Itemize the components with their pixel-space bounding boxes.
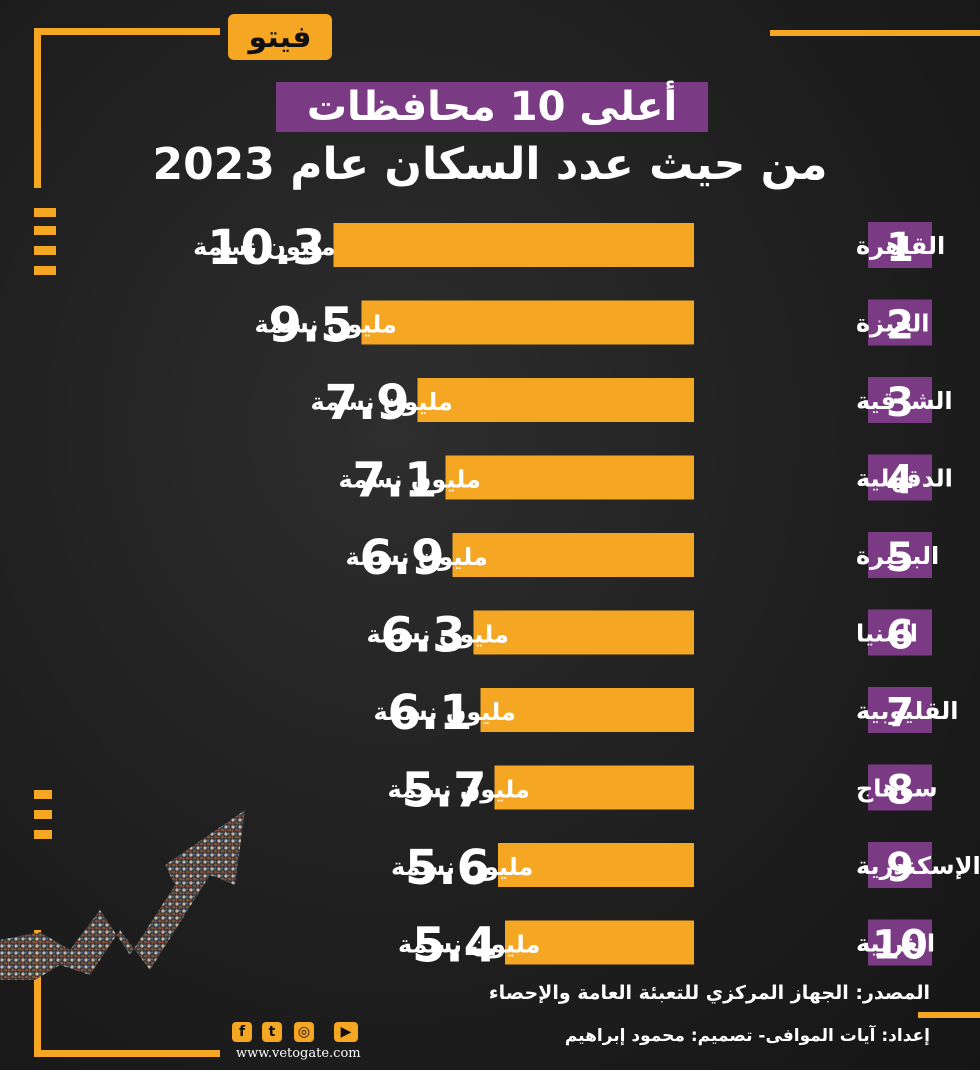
rank-badge bbox=[868, 222, 932, 268]
rank-badge bbox=[868, 377, 932, 423]
credit-note: إعداد: آيات الموافى- تصميم: محمود إبراهي… bbox=[564, 1026, 930, 1046]
bar bbox=[417, 378, 694, 422]
crowd-arrow-illustration bbox=[0, 810, 245, 980]
bar bbox=[505, 920, 694, 965]
bar bbox=[480, 688, 694, 732]
rank-number: 10 bbox=[872, 923, 928, 969]
unit-label: مليون نسمة bbox=[338, 466, 480, 494]
rank-badge bbox=[868, 919, 932, 966]
rank-number: 8 bbox=[886, 768, 914, 814]
frame-top-line bbox=[34, 28, 220, 35]
facebook-icon[interactable]: f bbox=[232, 1022, 252, 1042]
website-link[interactable]: www.vetogate.com bbox=[236, 1046, 361, 1061]
unit-label: مليون نسمة bbox=[193, 233, 335, 261]
value-label: 6.1 bbox=[387, 685, 472, 741]
rank-number: 1 bbox=[886, 225, 914, 271]
unit-label: مليون نسمة bbox=[254, 311, 396, 339]
rank-number: 6 bbox=[886, 613, 914, 659]
frame-tick bbox=[34, 810, 52, 819]
value-label: 9.5 bbox=[268, 298, 353, 354]
value-label: 7.9 bbox=[324, 375, 409, 431]
governorate-label: سوهاج bbox=[856, 775, 938, 803]
bar bbox=[498, 843, 694, 887]
value-label: 5.6 bbox=[405, 840, 490, 896]
rank-number: 4 bbox=[886, 458, 914, 504]
logo-text: فيتو bbox=[248, 19, 312, 55]
governorate-label: الشرقية bbox=[856, 387, 953, 415]
frame-tick bbox=[34, 208, 56, 217]
governorate-label: القليوبية bbox=[856, 697, 959, 725]
value-label: 6.3 bbox=[380, 608, 465, 664]
rank-badge bbox=[868, 842, 932, 888]
unit-label: مليون نسمة bbox=[310, 388, 452, 416]
rank-badge bbox=[868, 454, 932, 501]
governorate-label: القاهرة bbox=[856, 232, 945, 260]
rank-badge bbox=[868, 687, 932, 733]
frame-tick bbox=[34, 226, 56, 235]
frame-tick bbox=[34, 790, 52, 799]
logo: فيتو bbox=[228, 14, 332, 60]
twitter-icon[interactable]: t bbox=[262, 1022, 282, 1042]
bar bbox=[361, 300, 694, 345]
unit-label: مليون نسمة bbox=[391, 853, 533, 881]
frame-tick bbox=[34, 246, 56, 255]
frame-right-top-line bbox=[770, 30, 980, 36]
rank-number: 3 bbox=[886, 380, 914, 426]
rank-number: 9 bbox=[886, 845, 914, 891]
rank-badge bbox=[868, 299, 932, 346]
page-subtitle: من حيث عدد السكان عام 2023 bbox=[152, 139, 828, 190]
governorate-label: الدقهلية bbox=[856, 465, 953, 493]
value-label: 10.3 bbox=[207, 220, 325, 276]
governorate-label: الإسكندرية bbox=[856, 852, 980, 880]
frame-bottom-line bbox=[34, 1050, 220, 1057]
rank-number: 7 bbox=[886, 690, 914, 736]
governorate-label: المنيا bbox=[856, 620, 918, 648]
frame-left-line bbox=[34, 28, 41, 188]
frame-tick bbox=[34, 266, 56, 275]
frame-right-bottom-line bbox=[918, 1012, 980, 1018]
unit-label: مليون نسمة bbox=[366, 621, 508, 649]
bar bbox=[494, 765, 694, 810]
source-note: المصدر: الجهاز المركزي للتعبئة العامة وا… bbox=[488, 982, 930, 1004]
page-title: أعلى 10 محافظات bbox=[276, 82, 708, 132]
frame-left-lower-line bbox=[34, 930, 41, 1055]
value-label: 5.7 bbox=[401, 763, 486, 819]
governorate-label: الجيزة bbox=[856, 310, 929, 338]
unit-label: مليون نسمة bbox=[345, 543, 487, 571]
value-label: 6.9 bbox=[359, 530, 444, 586]
bar bbox=[445, 455, 694, 500]
bar bbox=[473, 610, 694, 655]
rank-number: 5 bbox=[886, 535, 914, 581]
rank-badge bbox=[868, 609, 932, 656]
unit-label: مليون نسمة bbox=[373, 698, 515, 726]
bar bbox=[452, 533, 694, 577]
governorate-label: الغربية bbox=[856, 930, 935, 958]
frame-tick bbox=[34, 830, 52, 839]
instagram-icon[interactable]: ◎ bbox=[294, 1022, 314, 1042]
unit-label: مليون نسمة bbox=[387, 776, 529, 804]
rank-badge bbox=[868, 532, 932, 578]
youtube-icon[interactable]: ▶ bbox=[334, 1022, 358, 1042]
rank-number: 2 bbox=[886, 303, 914, 349]
bar bbox=[333, 223, 694, 267]
value-label: 7.1 bbox=[352, 453, 437, 509]
unit-label: مليون نسمة bbox=[398, 931, 540, 959]
value-label: 5.4 bbox=[412, 918, 497, 974]
governorate-label: البحيرة bbox=[856, 542, 939, 570]
rank-badge bbox=[868, 764, 932, 811]
